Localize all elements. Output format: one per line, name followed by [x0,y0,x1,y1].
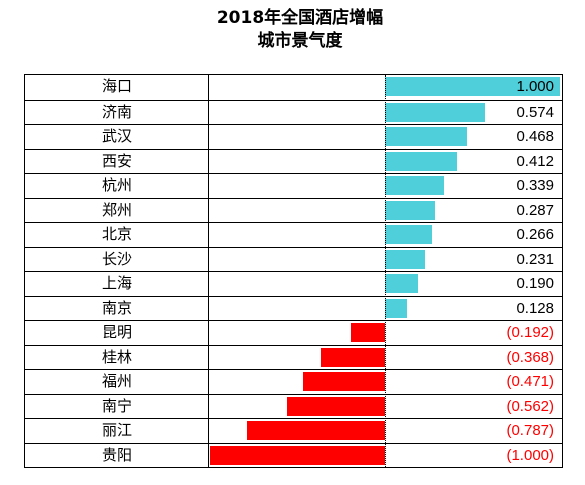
positive-bar [385,77,560,96]
value-label: 0.339 [516,177,554,194]
city-label: 昆明 [101,323,132,341]
table-row: 昆明 (0.192) [25,320,562,345]
table-row: 海口 1.000 [25,75,562,100]
table-row: 郑州 0.287 [25,197,562,223]
city-label: 上海 [101,274,132,292]
value-label: (0.562) [506,397,554,415]
city-label: 郑州 [101,200,132,219]
table-row: 贵阳 (1.000) [25,442,562,468]
city-label: 济南 [101,102,132,121]
negative-bar [247,421,385,440]
negative-bar [351,323,385,342]
table-row: 南宁 (0.562) [25,393,562,419]
city-label: 南宁 [101,396,132,415]
city-label: 西安 [101,151,132,170]
zero-axis-line [385,75,386,467]
table-row: 北京 0.266 [25,222,562,247]
table-row: 上海 0.190 [25,271,562,296]
value-label: 0.266 [516,226,554,243]
value-label: 0.190 [516,275,554,292]
value-label: (1.000) [506,446,554,464]
positive-bar [385,151,458,171]
positive-bar [385,249,426,269]
value-label: (0.471) [506,373,554,390]
city-label: 桂林 [101,347,132,366]
city-label: 南京 [101,298,132,317]
negative-bar [210,445,385,465]
chart-table: 海口 1.000 济南 0.574 武汉 0.468 西安 0.412 杭州 0.339 郑州 0.2… [24,74,563,468]
table-row: 济南 0.574 [25,99,562,125]
value-label: 0.468 [516,128,554,145]
value-label: (0.368) [506,348,554,366]
table-row: 长沙 0.231 [25,246,562,272]
chart-title-line-1: 2018年全国酒店增幅 [216,8,384,28]
value-label: (0.192) [506,324,554,341]
city-label: 海口 [101,77,132,95]
table-row: 丽江 (0.787) [25,418,562,443]
table-row: 武汉 0.468 [25,124,562,149]
positive-bar [385,200,436,220]
chart-title: 2018年全国酒店增幅 城市景气度 [150,7,450,53]
table-row: 福州 (0.471) [25,369,562,394]
city-label: 贵阳 [101,445,132,464]
positive-bar [385,127,467,146]
negative-bar [320,347,385,367]
positive-bar [385,298,408,318]
positive-bar [385,102,486,122]
negative-bar [302,372,385,391]
table-row: 南京 0.128 [25,295,562,321]
value-label: 0.574 [516,103,554,121]
city-label: 北京 [101,225,132,243]
city-label: 福州 [101,372,132,390]
positive-bar [385,274,419,293]
city-label: 杭州 [101,176,132,194]
city-label: 长沙 [101,249,132,268]
positive-bar [385,225,432,244]
chart-title-line-2: 城市景气度 [257,31,343,51]
city-label: 武汉 [101,127,132,145]
positive-bar [385,176,445,195]
negative-bar [286,396,385,416]
city-label: 丽江 [101,421,132,439]
value-label: 1.000 [516,78,554,95]
value-label: (0.787) [506,422,554,439]
table-row: 杭州 0.339 [25,173,562,198]
table-row: 桂林 (0.368) [25,344,562,370]
value-label: 0.128 [516,299,554,317]
value-label: 0.287 [516,201,554,219]
value-label: 0.412 [516,152,554,170]
table-row: 西安 0.412 [25,148,562,174]
value-label: 0.231 [516,250,554,268]
